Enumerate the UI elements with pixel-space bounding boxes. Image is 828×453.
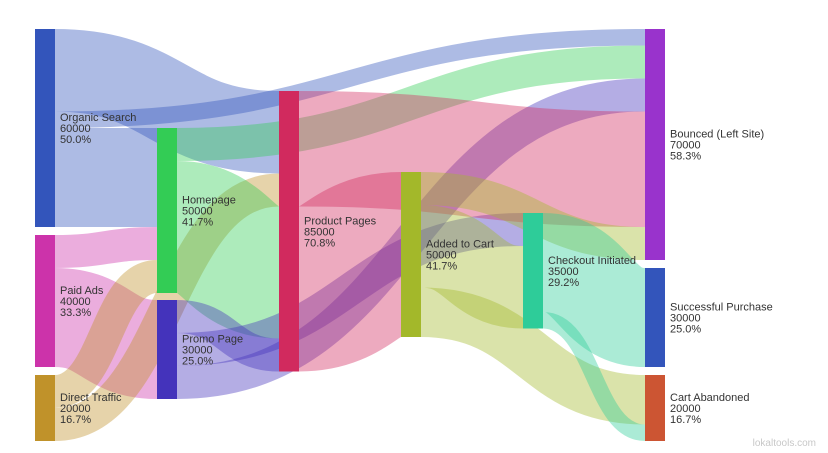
label-cart-value: 50000 — [426, 250, 457, 262]
label-abandoned-pct: 16.7% — [670, 414, 701, 426]
link-cart-to-checkout — [418, 205, 526, 329]
link-organic-to-bounced — [54, 29, 646, 128]
node-cart — [401, 172, 421, 337]
label-checkout-pct: 29.2% — [548, 277, 579, 289]
node-purchase — [645, 268, 665, 367]
label-home-name: Homepage — [182, 195, 236, 207]
link-organic-to-product — [53, 29, 281, 174]
node-product — [279, 91, 299, 372]
links-layer — [52, 29, 650, 441]
link-paid-to-home — [54, 227, 158, 268]
link-direct-to-home — [52, 260, 160, 408]
label-organic-name: Organic Search — [60, 112, 136, 124]
label-direct-value: 20000 — [60, 403, 91, 415]
label-cart-pct: 41.7% — [426, 261, 457, 273]
watermark: lokaltools.com — [753, 438, 816, 449]
link-home-to-bounced — [176, 45, 646, 161]
label-purchase-pct: 25.0% — [670, 324, 701, 336]
link-promo-to-product — [176, 300, 280, 372]
label-product-value: 85000 — [304, 226, 335, 238]
label-promo-pct: 25.0% — [182, 356, 213, 368]
label-checkout-value: 35000 — [548, 266, 579, 278]
node-direct — [35, 375, 55, 441]
label-home-pct: 41.7% — [182, 217, 213, 229]
label-direct-name: Direct Traffic — [60, 392, 122, 404]
link-checkout-to-purchase — [538, 213, 650, 367]
node-home — [157, 128, 177, 293]
link-cart-to-abandoned — [420, 287, 646, 425]
node-bounced — [645, 29, 665, 260]
label-organic-value: 60000 — [60, 123, 91, 135]
label-product-name: Product Pages — [304, 215, 377, 227]
label-organic-pct: 50.0% — [60, 134, 91, 146]
link-paid-to-promo — [52, 268, 160, 399]
node-abandoned — [645, 375, 665, 441]
label-paid-value: 40000 — [60, 296, 91, 308]
label-product-pct: 70.8% — [304, 237, 335, 249]
node-checkout — [523, 213, 543, 329]
node-organic — [35, 29, 55, 227]
label-promo-name: Promo Page — [182, 334, 243, 346]
node-promo — [157, 300, 177, 399]
node-paid — [35, 235, 55, 367]
link-product-to-cart — [293, 172, 407, 372]
label-bounced-pct: 58.3% — [670, 151, 701, 163]
label-cart-name: Added to Cart — [426, 239, 494, 251]
label-checkout-name: Checkout Initiated — [548, 255, 636, 267]
link-checkout-to-abandoned — [541, 312, 647, 441]
label-paid-name: Paid Ads — [60, 285, 104, 297]
label-purchase-name: Successful Purchase — [670, 302, 773, 314]
label-abandoned-value: 20000 — [670, 403, 701, 415]
nodes-layer — [35, 29, 665, 441]
label-promo-value: 30000 — [182, 345, 213, 357]
label-direct-pct: 16.7% — [60, 414, 91, 426]
label-bounced-name: Bounced (Left Site) — [670, 129, 764, 141]
link-promo-to-checkout — [176, 213, 524, 366]
label-home-value: 50000 — [182, 206, 213, 218]
label-bounced-value: 70000 — [670, 140, 701, 152]
label-abandoned-name: Cart Abandoned — [670, 392, 750, 404]
label-purchase-value: 30000 — [670, 313, 701, 325]
link-home-to-product — [172, 161, 284, 339]
label-paid-pct: 33.3% — [60, 307, 91, 319]
link-product-to-bounced — [298, 91, 646, 227]
